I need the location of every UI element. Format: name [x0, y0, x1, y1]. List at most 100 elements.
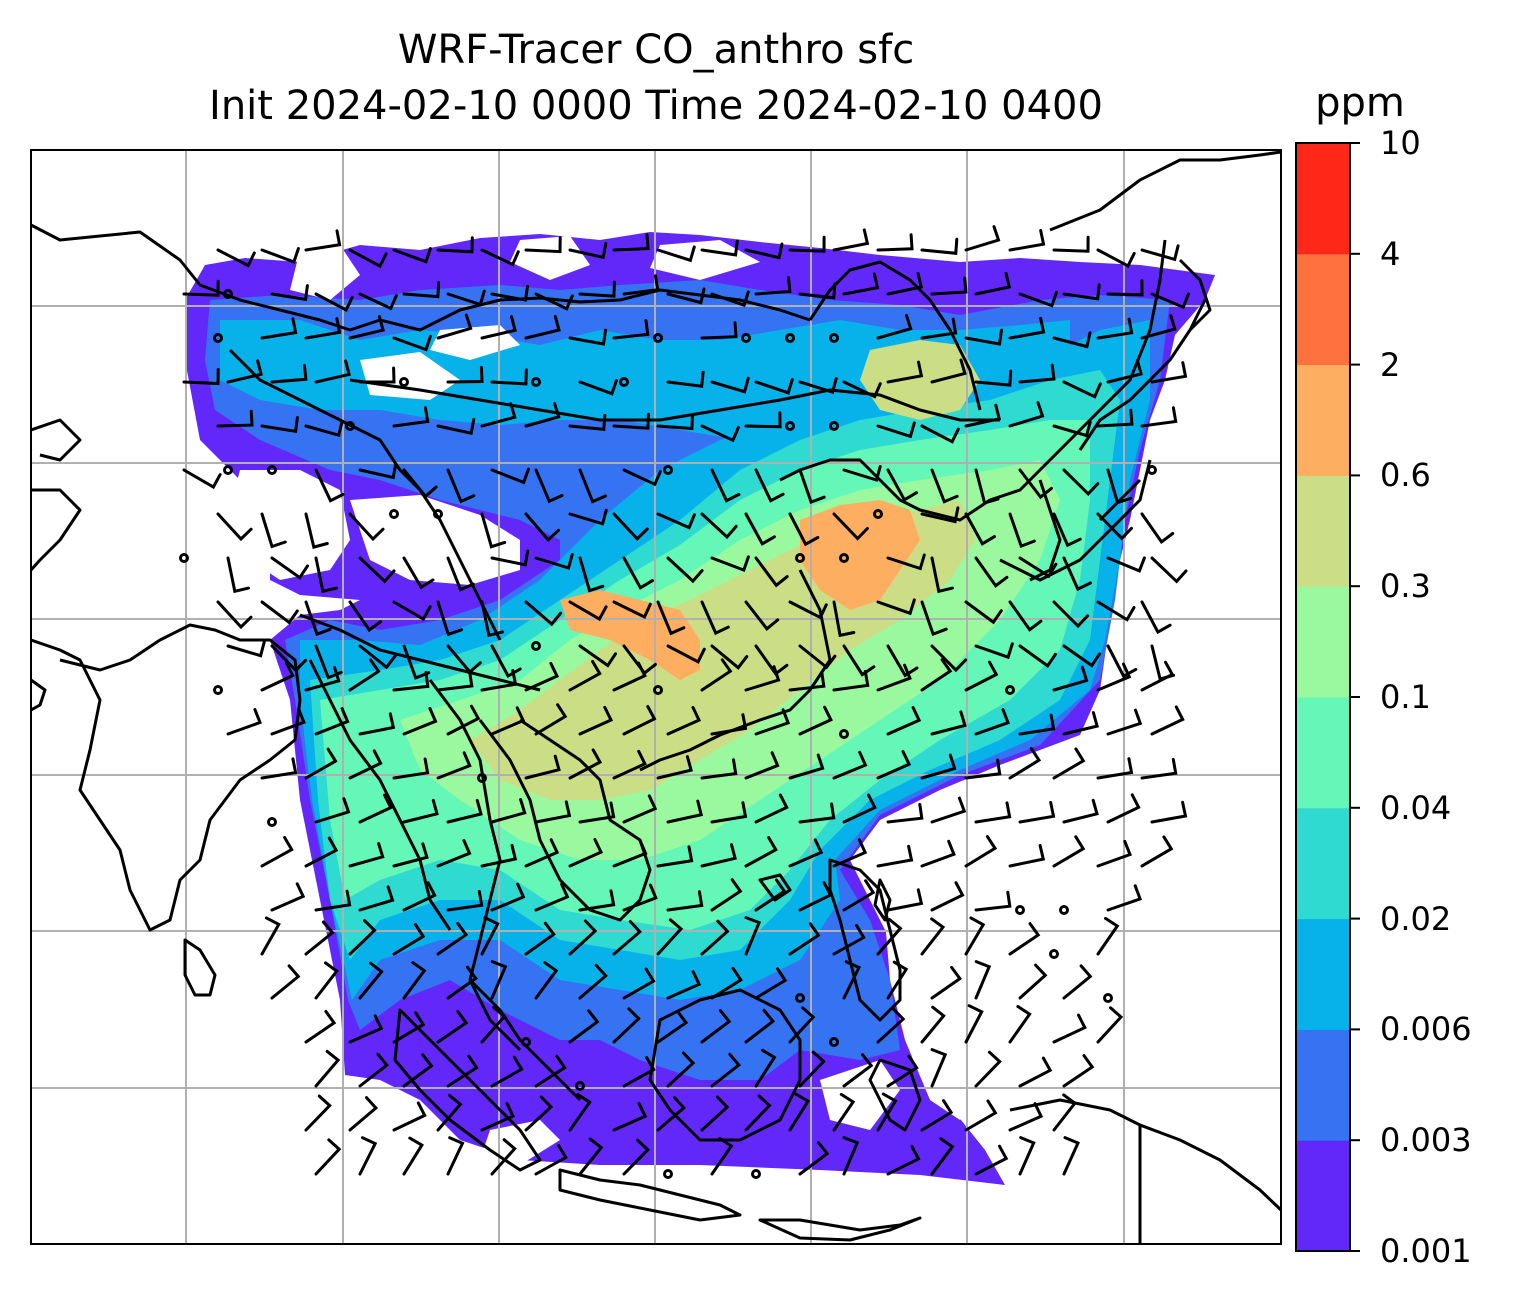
- wind-barb: [1018, 1056, 1053, 1088]
- wind-barb: [568, 413, 607, 432]
- wind-barb: [1140, 512, 1175, 545]
- wind-barb: [798, 881, 833, 912]
- wind-barb: [578, 556, 605, 593]
- wind-barb: [1008, 844, 1046, 868]
- wind-barb: [700, 239, 739, 257]
- wind-barb: [788, 600, 828, 620]
- wind-barb: [392, 1101, 427, 1132]
- wind-barb: [304, 1094, 332, 1132]
- wind-barb: [314, 1049, 341, 1088]
- wind-barb: [930, 556, 954, 594]
- wind-barb: [964, 225, 1001, 252]
- wind-barb: [314, 961, 339, 1000]
- wind-barb: [568, 242, 608, 260]
- wind-barb: [920, 753, 957, 780]
- wind-barb: [1062, 1054, 1095, 1088]
- wind-barb: [754, 878, 787, 912]
- wind-barb: [490, 1055, 524, 1088]
- wind-barb: [436, 417, 476, 435]
- wind-barb: [358, 793, 393, 824]
- wind-barb: [832, 600, 856, 638]
- wind-barb: [886, 553, 926, 571]
- colorbar-tick-label: 0.006: [1380, 1010, 1472, 1049]
- colorbar-band: [1296, 253, 1350, 366]
- wind-barb: [710, 713, 748, 736]
- wind-barb: [1140, 406, 1178, 428]
- wind-barb: [1052, 1013, 1087, 1044]
- wind-barb: [392, 247, 432, 264]
- wind-barb: [1052, 600, 1090, 629]
- wind-barb: [402, 281, 441, 299]
- wind-barb: [392, 671, 430, 692]
- wind-barb: [1052, 747, 1086, 780]
- wind-barb: [666, 890, 704, 912]
- wind-barb: [964, 600, 1003, 625]
- coast-sulawesi: [868, 1058, 922, 1132]
- wind-barb: [568, 1009, 600, 1044]
- wind-barb: [964, 660, 999, 692]
- coast-indochina: [428, 679, 652, 1052]
- wind-barb: [304, 747, 338, 780]
- wind-barb: [622, 794, 658, 824]
- colorbar-tick-label: 2: [1380, 345, 1401, 384]
- wind-barb: [534, 703, 568, 736]
- wind-barb: [622, 468, 662, 487]
- wind-barb: [700, 658, 733, 692]
- wind-barb: [402, 1053, 434, 1088]
- wind-barb: [436, 313, 473, 340]
- wind-barb: [1096, 916, 1120, 956]
- wind-barb: [1052, 835, 1086, 868]
- coast-srilanka: [183, 938, 217, 997]
- wind-barb: [524, 512, 560, 542]
- wind-barb: [392, 334, 432, 352]
- wind-barb: [524, 1095, 554, 1132]
- wind-barb: [304, 836, 339, 868]
- wind-barb: [534, 800, 572, 824]
- wind-barb: [182, 279, 220, 297]
- wind-barb: [1052, 1093, 1078, 1132]
- wind-barb: [886, 468, 918, 502]
- wind-barb: [436, 839, 472, 868]
- wind-barb: [304, 229, 342, 252]
- wind-barb: [920, 1005, 946, 1044]
- wind-barb: [402, 468, 438, 499]
- wind-barb: [920, 506, 960, 524]
- wind-barb: [1008, 1005, 1032, 1044]
- wind-barb: [392, 1011, 426, 1044]
- wind-barb: [436, 1010, 469, 1044]
- wind-barb: [446, 289, 486, 307]
- wind-barb: [524, 401, 561, 428]
- wind-barb: [964, 403, 1002, 428]
- wind-barb: [534, 468, 564, 504]
- calm-wind-marker: [663, 1169, 673, 1179]
- graticule: [31, 150, 1281, 1244]
- wind-barb: [348, 600, 383, 633]
- wind-barb: [578, 1137, 604, 1176]
- wind-barb: [886, 360, 924, 384]
- wind-barb: [798, 282, 837, 300]
- wind-barb: [1106, 468, 1133, 505]
- wind-barb: [656, 245, 696, 263]
- colorbar-band: [1296, 697, 1350, 809]
- colorbar: [1295, 142, 1360, 1252]
- wind-barb: [216, 409, 254, 428]
- wind-barb: [876, 844, 914, 868]
- wind-barb: [798, 644, 837, 670]
- colorbar-band: [1296, 586, 1350, 698]
- wind-barb: [920, 600, 948, 637]
- wind-barb: [798, 1050, 826, 1088]
- wind-barb: [754, 793, 789, 824]
- coast-myanmar: [308, 659, 452, 931]
- wind-barb: [832, 670, 870, 692]
- wind-barb: [490, 960, 508, 1000]
- wind-barb: [1106, 556, 1146, 573]
- wind-barb: [666, 706, 702, 736]
- wind-barb: [1008, 600, 1043, 632]
- wind-barb: [798, 468, 826, 505]
- wind-barb: [1096, 408, 1134, 428]
- wind-barb: [304, 920, 335, 956]
- calm-wind-marker: [267, 465, 277, 475]
- calm-wind-marker: [531, 641, 541, 651]
- wind-barb: [480, 843, 518, 868]
- wind-barb: [656, 600, 686, 636]
